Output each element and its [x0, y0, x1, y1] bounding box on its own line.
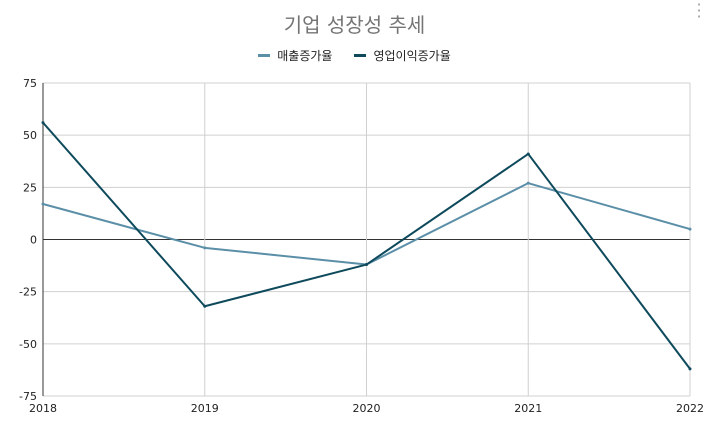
data-point-revenue	[41, 202, 45, 206]
data-point-revenue	[526, 181, 530, 185]
x-axis-ticks: 2018 2019 2020 2021 2022	[29, 402, 704, 415]
y-tick-label: -75	[19, 390, 37, 403]
y-tick-label: 50	[23, 129, 37, 142]
x-tick-label: 2019	[191, 402, 219, 415]
series-group	[41, 121, 692, 371]
y-axis-ticks: 75 50 25 0 -25 -50 -75	[19, 77, 37, 403]
legend-swatch-operating-profit	[354, 54, 367, 57]
data-point-operating-profit	[41, 121, 45, 125]
data-point-operating-profit	[526, 152, 530, 156]
data-point-revenue	[203, 246, 207, 250]
legend-swatch-revenue	[258, 54, 271, 57]
y-tick-label: -50	[19, 338, 37, 351]
y-tick-label: 75	[23, 77, 37, 90]
legend-label-operating-profit: 영업이익증가율	[373, 49, 451, 63]
more-vertical-icon[interactable]: · · ·	[696, 0, 702, 26]
x-tick-label: 2022	[676, 402, 704, 415]
x-tick-label: 2018	[29, 402, 57, 415]
y-tick-label: 0	[30, 234, 37, 247]
legend-item-operating-profit[interactable]: 영업이익증가율	[354, 47, 451, 64]
chart-title: 기업 성장성 추세	[283, 13, 426, 37]
data-point-operating-profit	[688, 367, 692, 371]
data-point-operating-profit	[365, 263, 368, 267]
x-tick-label: 2020	[353, 402, 381, 415]
data-point-operating-profit	[203, 304, 207, 308]
y-tick-label: -25	[19, 286, 37, 299]
legend-item-revenue[interactable]: 매출증가율	[258, 47, 332, 64]
x-tick-label: 2021	[514, 402, 542, 415]
legend-label-revenue: 매출증가율	[277, 49, 333, 63]
legend: 매출증가율 영업이익증가율	[0, 47, 709, 64]
grid-lines	[42, 82, 691, 397]
data-point-revenue	[688, 227, 692, 231]
y-tick-label: 25	[23, 181, 37, 194]
